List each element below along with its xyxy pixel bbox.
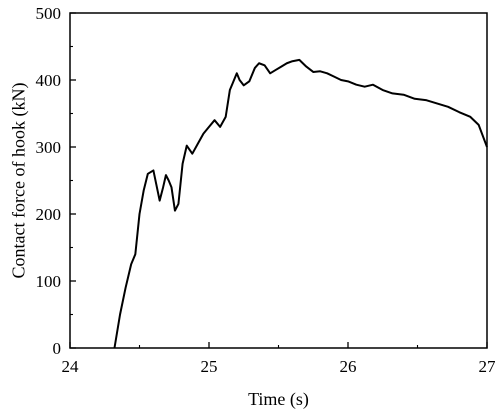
x-tick-label: 27: [479, 357, 497, 376]
x-axis-title: Time (s): [248, 389, 309, 410]
y-tick-label: 200: [36, 205, 62, 224]
y-tick-label: 300: [36, 138, 62, 157]
y-tick-label: 0: [53, 339, 62, 358]
plot-area: [69, 12, 488, 349]
series-layer: [113, 58, 488, 349]
axis-ticks: [69, 12, 488, 349]
plot-frame: [69, 12, 488, 349]
y-tick-label: 100: [36, 272, 62, 291]
tick-labels: 24 25 26 27 0 100 200 300 400 500: [36, 4, 497, 376]
y-tick-label: 500: [36, 4, 62, 23]
y-tick-label: 400: [36, 71, 62, 90]
x-tick-label: 26: [340, 357, 357, 376]
series-line-0: [113, 58, 488, 349]
x-tick-label: 25: [201, 357, 218, 376]
y-axis-title: Contact force of hook (kN): [8, 83, 29, 279]
x-tick-label: 24: [62, 357, 80, 376]
